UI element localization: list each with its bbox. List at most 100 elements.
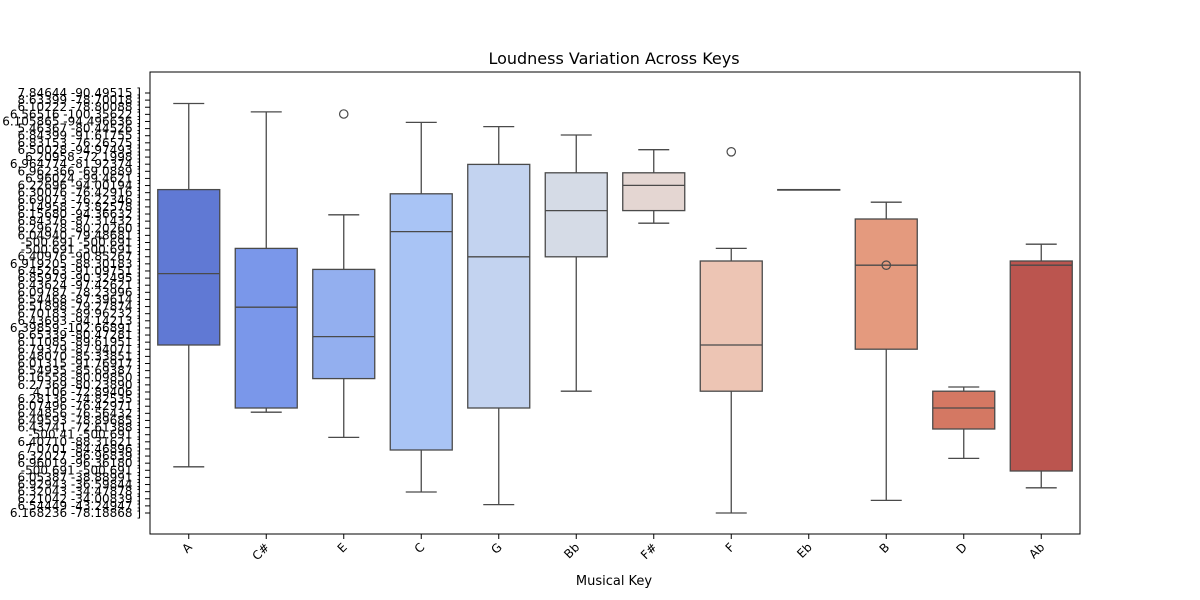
y-tick-label: 8.63399 -78.70018 ] (17, 93, 141, 107)
x-tick-label: F (723, 540, 738, 555)
box-B (854, 201, 918, 502)
x-tick-label: Bb (561, 540, 582, 561)
box-Eb (777, 188, 841, 191)
box-F (699, 147, 763, 514)
y-tick-label: 6.65339 -80.47281 ] (17, 328, 141, 342)
box-body (699, 260, 763, 392)
x-tick-label: C# (249, 540, 272, 563)
plot-area-frame (149, 71, 1081, 535)
outlier-point (881, 260, 892, 270)
y-tick-label: 6.962366 -69.0889 ] (17, 164, 141, 178)
box-body (854, 218, 918, 350)
box-F# (622, 149, 686, 224)
y-tick-label: 6.96019 -96.36180 ] (17, 456, 141, 470)
y-tick-label: 6.07496 -76.42971 ] (17, 399, 141, 413)
x-axis-label: Musical Key (576, 574, 653, 589)
y-axis-tick-labels: 7.84644 -90.49515 ]8.63399 -78.70018 ]6.… (2, 86, 150, 520)
y-tick-label: 6.964774 -81.92374 ] (10, 157, 141, 171)
y-tick-label: 7.84644 -90.49515 ] (17, 86, 141, 100)
x-tick-label: B (877, 540, 893, 556)
y-tick-label: 6.16558 -80.09850 ] (17, 371, 141, 385)
y-tick-label: 6.92943 -36.59844 ] (17, 478, 141, 492)
y-tick-label: 6.54935 -85.69387 ] (17, 364, 141, 378)
box-body (622, 172, 686, 212)
outlier-point (726, 147, 737, 157)
y-tick-label: 6.04940 -79.48681 ] (17, 228, 141, 242)
box-body (467, 163, 531, 409)
y-tick-label: 6.54468 -87.39614 ] (17, 292, 141, 306)
box-body (389, 193, 453, 451)
y-tick-label: 6.10222 -78.80088 ] (17, 100, 141, 114)
y-tick-label: 6.69073 -76.22346 ] (17, 193, 141, 207)
y-tick-label: 6.50028 -94.97493 ] (17, 143, 141, 157)
y-tick-label: 6.09787 -78.23996 ] (17, 285, 141, 299)
box-C# (234, 111, 298, 413)
box-body (1009, 260, 1073, 472)
box-body (544, 172, 608, 258)
chart-title: Loudness Variation Across Keys (488, 49, 739, 68)
y-tick-label: 6.29678 -80.20260 ] (17, 221, 141, 235)
x-tick-label: F# (638, 540, 660, 562)
box-body (234, 247, 298, 409)
box-D (932, 386, 996, 460)
box-body (312, 268, 376, 380)
y-tick-label: 6.43741 -72.61388 ] (17, 421, 141, 435)
box-body (157, 188, 221, 346)
y-tick-label: 6.56516 -100.35622 ] (10, 107, 141, 121)
outlier-point (338, 109, 349, 119)
y-tick-label: 6.79379 -87.94071 ] (17, 342, 141, 356)
y-tick-label: 6.21042 -34.00839 ] (17, 492, 141, 506)
y-tick-label: 6.85979 -90.32495 ] (17, 271, 141, 285)
y-tick-label: 6.39859 -102.66891 ] (10, 321, 141, 335)
x-tick-label: G (488, 540, 504, 556)
y-tick-label: 6.30076 -76.42916 ] (17, 186, 141, 200)
y-tick-label: 7.0701 -84.46896 ] (25, 442, 141, 456)
y-tick-label: 6.49593 -78.89685 ] (17, 413, 141, 427)
y-tick-label: 5.46367 -80.44526 ] (17, 122, 141, 136)
y-tick-label: 6.40710 -88.31621 ] (17, 435, 141, 449)
x-tick-label: A (179, 540, 195, 556)
box-body (932, 390, 996, 430)
box-Ab (1009, 243, 1073, 489)
y-tick-label: 6.48070 -85.33851 ] (17, 349, 141, 363)
y-tick-label: -500.691 -500.691 ] (21, 243, 141, 257)
x-tick-label: C (412, 540, 428, 556)
y-tick-label: 6.45263 -91.09751 ] (17, 264, 141, 278)
y-tick-label: 4.106 -72.89406 ] (33, 385, 141, 399)
y-tick-label: 6.11085 -89.61951 ] (17, 335, 141, 349)
y-tick-label: 6.44856 -76.56432 ] (17, 406, 141, 420)
y-tick-label: -500.41 -500.691 ] (28, 428, 141, 442)
y-tick-label: 6.84399 -91.61755 ] (17, 129, 141, 143)
y-tick-label: 6.40976 -90.85267 ] (17, 250, 141, 264)
y-tick-label: 6.22696 -94.00194 ] (17, 179, 141, 193)
y-tick-label: -500.691 -500.691 ] (21, 235, 141, 249)
y-tick-label: 6.919205 -88.30183 ] (10, 257, 141, 271)
x-tick-label: Eb (794, 540, 815, 561)
box-E (312, 109, 376, 439)
x-axis-ticks: A C# E C G Bb F# F Eb B D Ab (179, 534, 1047, 563)
y-tick-label: 6.84376 -87.31432 ] (17, 214, 141, 228)
y-tick-label: 6.15680 -94.36632 ] (17, 207, 141, 221)
y-tick-label: 6.28136 -74.82535 ] (17, 392, 141, 406)
y-tick-label: 6.43624 -97.42621 ] (17, 278, 141, 292)
y-tick-label: 6.32043 -34.47878 ] (17, 485, 141, 499)
boxes (157, 102, 1073, 514)
y-tick-label: 6.83153 -76.26575 ] (17, 136, 141, 150)
y-tick-label: 6.54449 -43.24947 ] (17, 499, 141, 513)
y-tick-label: 6.96024 -99.4621 ] (25, 171, 141, 185)
y-tick-label: 6.70183 -89.96232 ] (17, 307, 141, 321)
y-tick-label: 6.51898 -79.27874 ] (17, 300, 141, 314)
y-tick-label: 6.20958 -72.1998 ] (25, 150, 141, 164)
x-tick-label: E (335, 540, 350, 555)
y-tick-label: 6.168236 -78.18868 ] (10, 506, 141, 520)
box-G (467, 125, 531, 506)
x-tick-label: D (953, 540, 969, 556)
x-tick-label: Ab (1026, 540, 1047, 561)
y-tick-label: 6.43693 -94.14213 ] (17, 314, 141, 328)
box-Bb (544, 134, 608, 392)
y-tick-label: -500.691 -500.691 ] (21, 463, 141, 477)
box-C (389, 121, 453, 493)
y-tick-label: 6.14958 -73.82578 ] (17, 200, 141, 214)
y-tick-label: 6.105865 -94.496636 ] (2, 114, 141, 128)
